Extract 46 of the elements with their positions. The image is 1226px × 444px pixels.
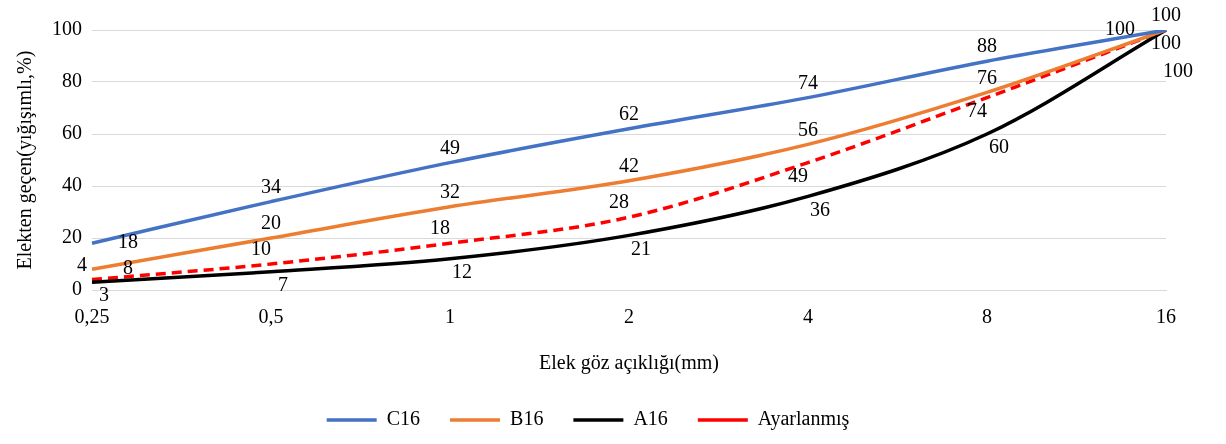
data-label: 76 bbox=[977, 65, 997, 88]
data-label: 49 bbox=[788, 163, 808, 186]
data-label: 56 bbox=[798, 117, 818, 140]
x-tick-label: 8 bbox=[982, 305, 992, 328]
data-label: 100 bbox=[1151, 31, 1181, 54]
data-label: 100 bbox=[1163, 59, 1193, 82]
y-tick-label: 0 bbox=[72, 277, 82, 300]
legend-label: C16 bbox=[386, 407, 421, 430]
data-label: 34 bbox=[261, 174, 281, 197]
data-label: 100 bbox=[1105, 17, 1135, 40]
data-label: 74 bbox=[967, 98, 987, 121]
data-label: 18 bbox=[118, 230, 138, 253]
y-tick-label: 100 bbox=[52, 17, 82, 40]
data-label: 100 bbox=[1151, 3, 1181, 26]
data-label: 32 bbox=[440, 180, 460, 203]
x-tick-label: 16 bbox=[1156, 305, 1176, 328]
data-label: 36 bbox=[810, 197, 830, 220]
y-tick-label: 60 bbox=[62, 121, 82, 144]
data-label: 49 bbox=[440, 135, 460, 158]
x-tick-label: 0,5 bbox=[258, 305, 284, 328]
data-label: 42 bbox=[619, 154, 639, 177]
y-tick-label: 80 bbox=[62, 69, 82, 92]
data-label: 74 bbox=[798, 70, 818, 93]
x-tick-label: 4 bbox=[803, 305, 813, 328]
data-label: 20 bbox=[261, 211, 281, 234]
x-axis-title: Elek göz açıklığı(mm) bbox=[539, 351, 719, 375]
x-tick-label: 1 bbox=[445, 305, 455, 328]
legend-label: A16 bbox=[633, 407, 668, 430]
data-label: 3 bbox=[99, 283, 109, 306]
y-axis-title: Elekten geçen(yığışımlı,%) bbox=[13, 50, 37, 270]
x-tick-label: 0,25 bbox=[74, 305, 110, 328]
data-label: 62 bbox=[619, 102, 639, 125]
data-label: 21 bbox=[631, 236, 651, 259]
legend-label: B16 bbox=[510, 407, 544, 430]
legend-label: Ayarlanmış bbox=[757, 407, 850, 431]
data-label: 18 bbox=[430, 216, 450, 239]
data-label: 12 bbox=[452, 260, 472, 283]
x-tick-label: 2 bbox=[624, 305, 634, 328]
data-label: 7 bbox=[278, 273, 288, 296]
data-label: 10 bbox=[251, 237, 271, 260]
data-label: 4 bbox=[77, 252, 87, 275]
y-tick-label: 40 bbox=[62, 173, 82, 196]
data-label: 60 bbox=[989, 135, 1009, 158]
data-label: 28 bbox=[609, 190, 629, 213]
y-tick-label: 20 bbox=[62, 225, 82, 248]
data-label: 88 bbox=[977, 34, 997, 57]
